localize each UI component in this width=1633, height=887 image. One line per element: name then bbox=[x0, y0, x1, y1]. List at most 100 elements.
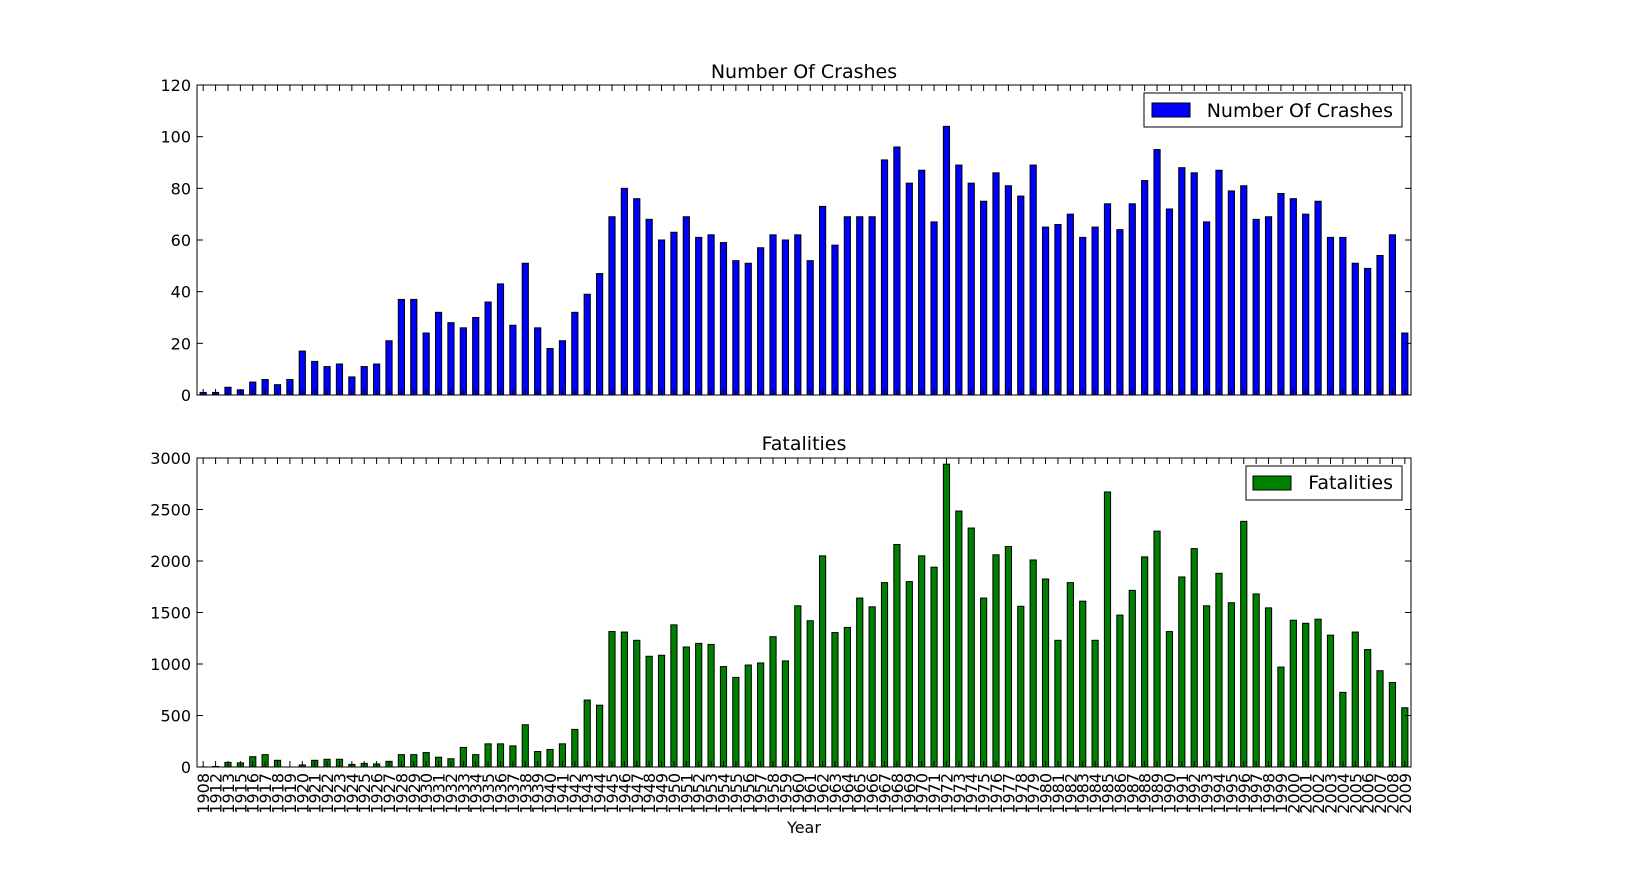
bar-1965 bbox=[856, 216, 864, 396]
bar-1955 bbox=[732, 676, 740, 768]
bar-1954 bbox=[719, 242, 728, 396]
x-tick-label: 1929 bbox=[405, 773, 424, 814]
bar-1988 bbox=[1141, 180, 1149, 396]
bar-2000 bbox=[1289, 198, 1297, 396]
x-tick-label: 1924 bbox=[343, 773, 362, 814]
bar-1946 bbox=[620, 631, 628, 768]
x-tick-label: 1986 bbox=[1111, 773, 1130, 814]
bar-1940 bbox=[546, 348, 554, 396]
bar-1975 bbox=[980, 597, 988, 768]
x-tick-label: 1974 bbox=[962, 773, 981, 814]
x-tick-label: 2002 bbox=[1309, 773, 1328, 814]
x-tick-label: 1956 bbox=[739, 773, 758, 814]
x-tick-label: 1934 bbox=[467, 773, 486, 814]
x-tick-label: 1969 bbox=[900, 773, 919, 814]
x-tick-label: 1915 bbox=[231, 773, 250, 814]
bar-1979 bbox=[1029, 164, 1037, 396]
x-tick-label: 1970 bbox=[913, 773, 932, 814]
y-tick-label: 80 bbox=[171, 179, 191, 198]
x-tick-label: 1983 bbox=[1074, 773, 1093, 814]
bar-1947 bbox=[633, 198, 641, 396]
x-tick-label: 1964 bbox=[838, 773, 857, 814]
bar-1985 bbox=[1103, 491, 1112, 768]
bar-1999 bbox=[1277, 666, 1285, 768]
x-tick-label: 1937 bbox=[504, 773, 523, 814]
bar-1933 bbox=[459, 327, 467, 396]
x-tick-label: 2001 bbox=[1297, 773, 1316, 814]
x-tick-label: 1978 bbox=[1012, 773, 1031, 814]
bar-1948 bbox=[645, 218, 653, 396]
bar-1930 bbox=[422, 332, 430, 396]
bar-1944 bbox=[596, 704, 604, 768]
x-tick-label: 1925 bbox=[355, 773, 374, 814]
crashes-legend-swatch bbox=[1151, 102, 1191, 118]
x-tick-label: 1931 bbox=[430, 773, 449, 814]
y-tick-label: 2000 bbox=[150, 552, 191, 571]
x-tick-label: 1919 bbox=[281, 773, 300, 814]
bar-2004 bbox=[1339, 691, 1347, 768]
bar-1950 bbox=[670, 624, 678, 768]
fatalities-chart-title: Fatalities bbox=[762, 433, 847, 455]
x-tick-label: 1950 bbox=[665, 773, 684, 814]
bar-2009 bbox=[1401, 332, 1409, 396]
x-tick-label: 1945 bbox=[603, 773, 622, 814]
x-tick-label: 1942 bbox=[566, 773, 585, 814]
x-tick-label: 1988 bbox=[1136, 773, 1155, 814]
bar-2008 bbox=[1388, 234, 1397, 396]
crashes-plot-frame bbox=[196, 84, 1412, 396]
y-tick-label: 60 bbox=[171, 231, 191, 250]
bar-1928 bbox=[397, 298, 405, 396]
bar-1979 bbox=[1029, 559, 1037, 768]
bar-1950 bbox=[670, 231, 678, 396]
bar-1972 bbox=[942, 125, 951, 396]
bar-1959 bbox=[781, 660, 790, 768]
bar-1944 bbox=[596, 273, 604, 396]
bar-1973 bbox=[955, 164, 963, 396]
bar-1996 bbox=[1240, 185, 1248, 396]
x-tick-label: 1953 bbox=[702, 773, 721, 814]
crashes-chart: Number Of Crashes 0 20 40 60 80 100 120 Number… bbox=[160, 61, 1412, 405]
y-tick-label: 3000 bbox=[150, 449, 191, 468]
x-tick-label: 1985 bbox=[1099, 773, 1118, 814]
x-tick-label: 2000 bbox=[1284, 773, 1303, 814]
crashes-legend: Number Of Crashes bbox=[1143, 92, 1403, 128]
x-tick-label: 1994 bbox=[1210, 773, 1229, 814]
bar-1988 bbox=[1141, 556, 1149, 768]
bar-1994 bbox=[1215, 169, 1223, 396]
bar-1993 bbox=[1203, 221, 1211, 396]
bar-1968 bbox=[893, 544, 901, 768]
x-tick-label: 1913 bbox=[219, 773, 238, 814]
x-tick-label: 1908 bbox=[194, 773, 213, 814]
bar-1971 bbox=[930, 566, 938, 768]
x-tick-label: 1989 bbox=[1148, 773, 1167, 814]
x-tick-label: 2003 bbox=[1321, 773, 1340, 814]
x-tick-label: 1932 bbox=[442, 773, 461, 814]
bar-1995 bbox=[1227, 602, 1235, 768]
bar-1941 bbox=[558, 340, 567, 396]
fatalities-legend-label: Fatalities bbox=[1308, 472, 1393, 494]
y-tick-label: 40 bbox=[171, 283, 191, 302]
bar-1939 bbox=[534, 327, 542, 396]
x-tick-label: 1995 bbox=[1222, 773, 1241, 814]
bar-1954 bbox=[719, 666, 728, 768]
y-tick-label: 1500 bbox=[150, 604, 191, 623]
x-tick-label: 1948 bbox=[640, 773, 659, 814]
x-tick-label: 1926 bbox=[368, 773, 387, 814]
bar-1960 bbox=[794, 234, 802, 396]
x-tick-label: 1991 bbox=[1173, 773, 1192, 814]
fatalities-plot-frame bbox=[196, 457, 1412, 768]
x-tick-label: 1960 bbox=[789, 773, 808, 814]
bar-1992 bbox=[1190, 548, 1198, 768]
x-tick-label: 1980 bbox=[1037, 773, 1056, 814]
bar-1992 bbox=[1190, 172, 1198, 396]
bar-1947 bbox=[633, 639, 641, 768]
bar-1987 bbox=[1128, 589, 1136, 768]
bar-1936 bbox=[496, 283, 505, 396]
x-tick-label: 2008 bbox=[1383, 773, 1402, 814]
x-tick-label: 1967 bbox=[876, 773, 895, 814]
bar-1962 bbox=[818, 555, 827, 768]
bar-1932 bbox=[447, 322, 455, 396]
bar-1952 bbox=[695, 642, 703, 768]
y-tick-label: 1000 bbox=[150, 655, 191, 674]
x-tick-label: 1912 bbox=[207, 773, 226, 814]
